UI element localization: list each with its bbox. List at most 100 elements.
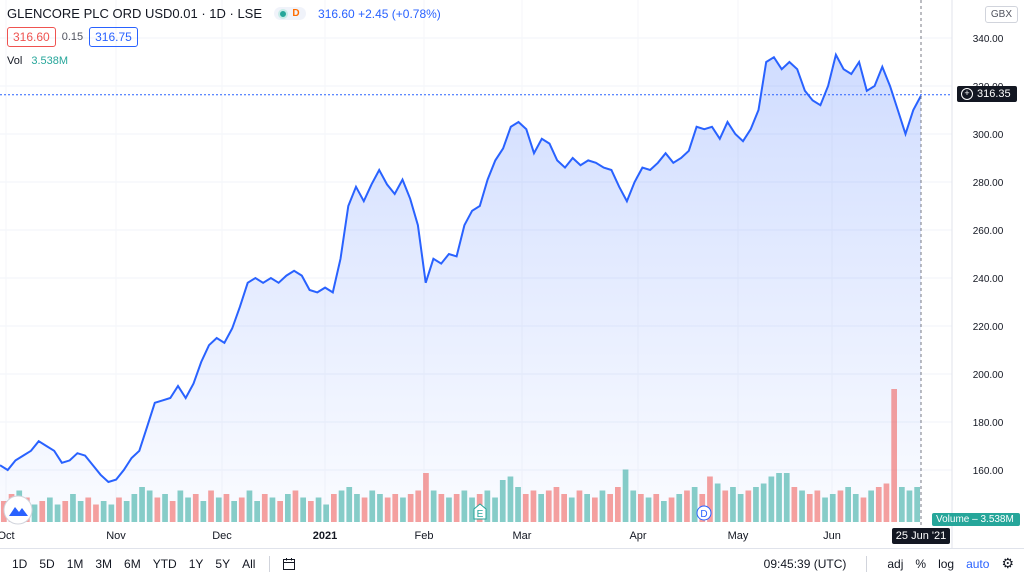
volume-bar <box>438 494 445 522</box>
volume-bar <box>338 490 345 522</box>
volume-bar <box>154 497 161 522</box>
volume-bar <box>676 494 683 522</box>
plus-icon[interactable]: + <box>961 88 973 100</box>
volume-bar <box>576 490 583 522</box>
range-button-1y[interactable]: 1Y <box>188 556 204 571</box>
price-chart[interactable]: 160.00 180.00 200.00 220.00 240.00 260.00 280.… <box>0 0 1024 548</box>
bottom-toolbar: 1D 5D 1M 3M 6M YTD 1Y 5Y All 09:45:39 (UTC) adj … <box>0 548 1024 578</box>
toolbar-divider <box>269 555 271 572</box>
volume-bar <box>837 490 844 522</box>
volume-bar <box>54 504 61 522</box>
earnings-marker[interactable]: E <box>473 503 487 520</box>
bid-ask-row: 316.60 0.15 316.75 <box>7 27 138 47</box>
status-pill[interactable]: D <box>274 7 307 20</box>
volume-bar <box>346 487 353 522</box>
volume-bar <box>484 490 491 522</box>
tradingview-logo[interactable] <box>3 495 33 525</box>
volume-bar <box>545 490 552 522</box>
volume-bar <box>169 501 176 522</box>
volume-bar <box>860 497 867 522</box>
y-tick-label: 200.00 <box>973 370 1004 381</box>
volume-bar <box>261 494 268 522</box>
spread-value: 0.15 <box>61 31 84 43</box>
volume-bar <box>407 494 414 522</box>
y-tick-label: 240.00 <box>973 274 1004 285</box>
dividend-marker[interactable]: D <box>696 505 712 521</box>
volume-bar <box>185 497 191 522</box>
volume-bar <box>108 504 115 522</box>
volume-bar <box>423 473 429 522</box>
volume-bar <box>93 504 99 522</box>
volume-bar <box>415 490 422 522</box>
marker-label: D <box>700 509 707 520</box>
volume-bar <box>592 497 598 522</box>
volume-bar <box>116 497 122 522</box>
ask-button[interactable]: 316.75 <box>89 27 138 47</box>
volume-bar <box>315 497 322 522</box>
volume-bar <box>238 497 245 522</box>
volume-bar <box>791 487 798 522</box>
symbol-title[interactable]: GLENCORE PLC ORD USD0.01 · 1D · LSE <box>7 6 263 21</box>
log-toggle[interactable]: log <box>938 556 955 571</box>
volume-bar <box>538 494 544 522</box>
range-button-5y[interactable]: 5Y <box>215 556 231 571</box>
time-display[interactable]: 09:45:39 (UTC) <box>763 556 847 571</box>
volume-bar <box>714 483 721 522</box>
volume-bar <box>868 490 874 522</box>
range-button-ytd[interactable]: YTD <box>152 556 177 571</box>
volume-label: Vol <box>7 55 23 67</box>
volume-bar <box>461 490 468 522</box>
volume-bar <box>100 501 107 522</box>
time-axis[interactable]: Oct Nov Dec 2021 Feb Mar Apr May Jun <box>0 530 841 542</box>
volume-bar <box>776 473 782 522</box>
bid-button[interactable]: 316.60 <box>7 27 56 47</box>
volume-bar <box>668 497 675 522</box>
volume-bar <box>446 497 452 522</box>
range-button-1m[interactable]: 1M <box>66 556 84 571</box>
volume-bar <box>39 501 46 522</box>
calendar-icon[interactable] <box>282 557 296 571</box>
volume-bar <box>768 476 775 522</box>
volume-bar <box>323 504 329 522</box>
volume-bar <box>292 490 299 522</box>
range-button-all[interactable]: All <box>242 556 256 571</box>
volume-bar <box>47 497 53 522</box>
price-line <box>0 52 922 484</box>
percent-toggle[interactable]: % <box>915 556 927 571</box>
volume-bar <box>223 494 230 522</box>
volume-bar <box>392 494 399 522</box>
volume-bar <box>615 487 621 522</box>
volume-bar <box>522 494 529 522</box>
volume-bar <box>553 487 560 522</box>
volume-bar <box>215 497 222 522</box>
x-tick-label: Mar <box>513 530 532 542</box>
volume-bar <box>584 494 590 522</box>
volume-bar <box>852 494 859 522</box>
gear-icon[interactable]: ⚙ <box>1001 555 1014 571</box>
range-button-6m[interactable]: 6M <box>124 556 141 571</box>
price-area <box>0 54 921 523</box>
x-tick-label: Oct <box>0 530 15 542</box>
last-price-tag[interactable]: + 316.35 <box>957 86 1017 102</box>
volume-bar <box>691 487 698 522</box>
volume-bar <box>760 483 767 522</box>
last-quote: 316.60 +2.45 (+0.78%) <box>318 6 441 21</box>
y-tick-label: 300.00 <box>973 130 1004 141</box>
volume-bar <box>561 494 567 522</box>
volume-value: 3.538M <box>31 55 69 67</box>
currency-button[interactable]: GBX <box>984 6 1018 23</box>
y-tick-label: 340.00 <box>973 34 1004 45</box>
x-tick-label: Jun <box>823 530 841 542</box>
volume-bar <box>285 494 291 522</box>
last-price-value: 316.35 <box>977 88 1011 100</box>
range-button-3m[interactable]: 3M <box>95 556 113 571</box>
auto-toggle[interactable]: auto <box>966 556 990 571</box>
x-tick-label: Apr <box>629 530 646 542</box>
volume-bar <box>814 490 821 522</box>
adj-toggle[interactable]: adj <box>887 556 904 571</box>
range-button-1d[interactable]: 1D <box>12 556 28 571</box>
volume-bar <box>737 494 744 522</box>
y-tick-label: 260.00 <box>973 226 1004 237</box>
range-button-5d[interactable]: 5D <box>39 556 55 571</box>
